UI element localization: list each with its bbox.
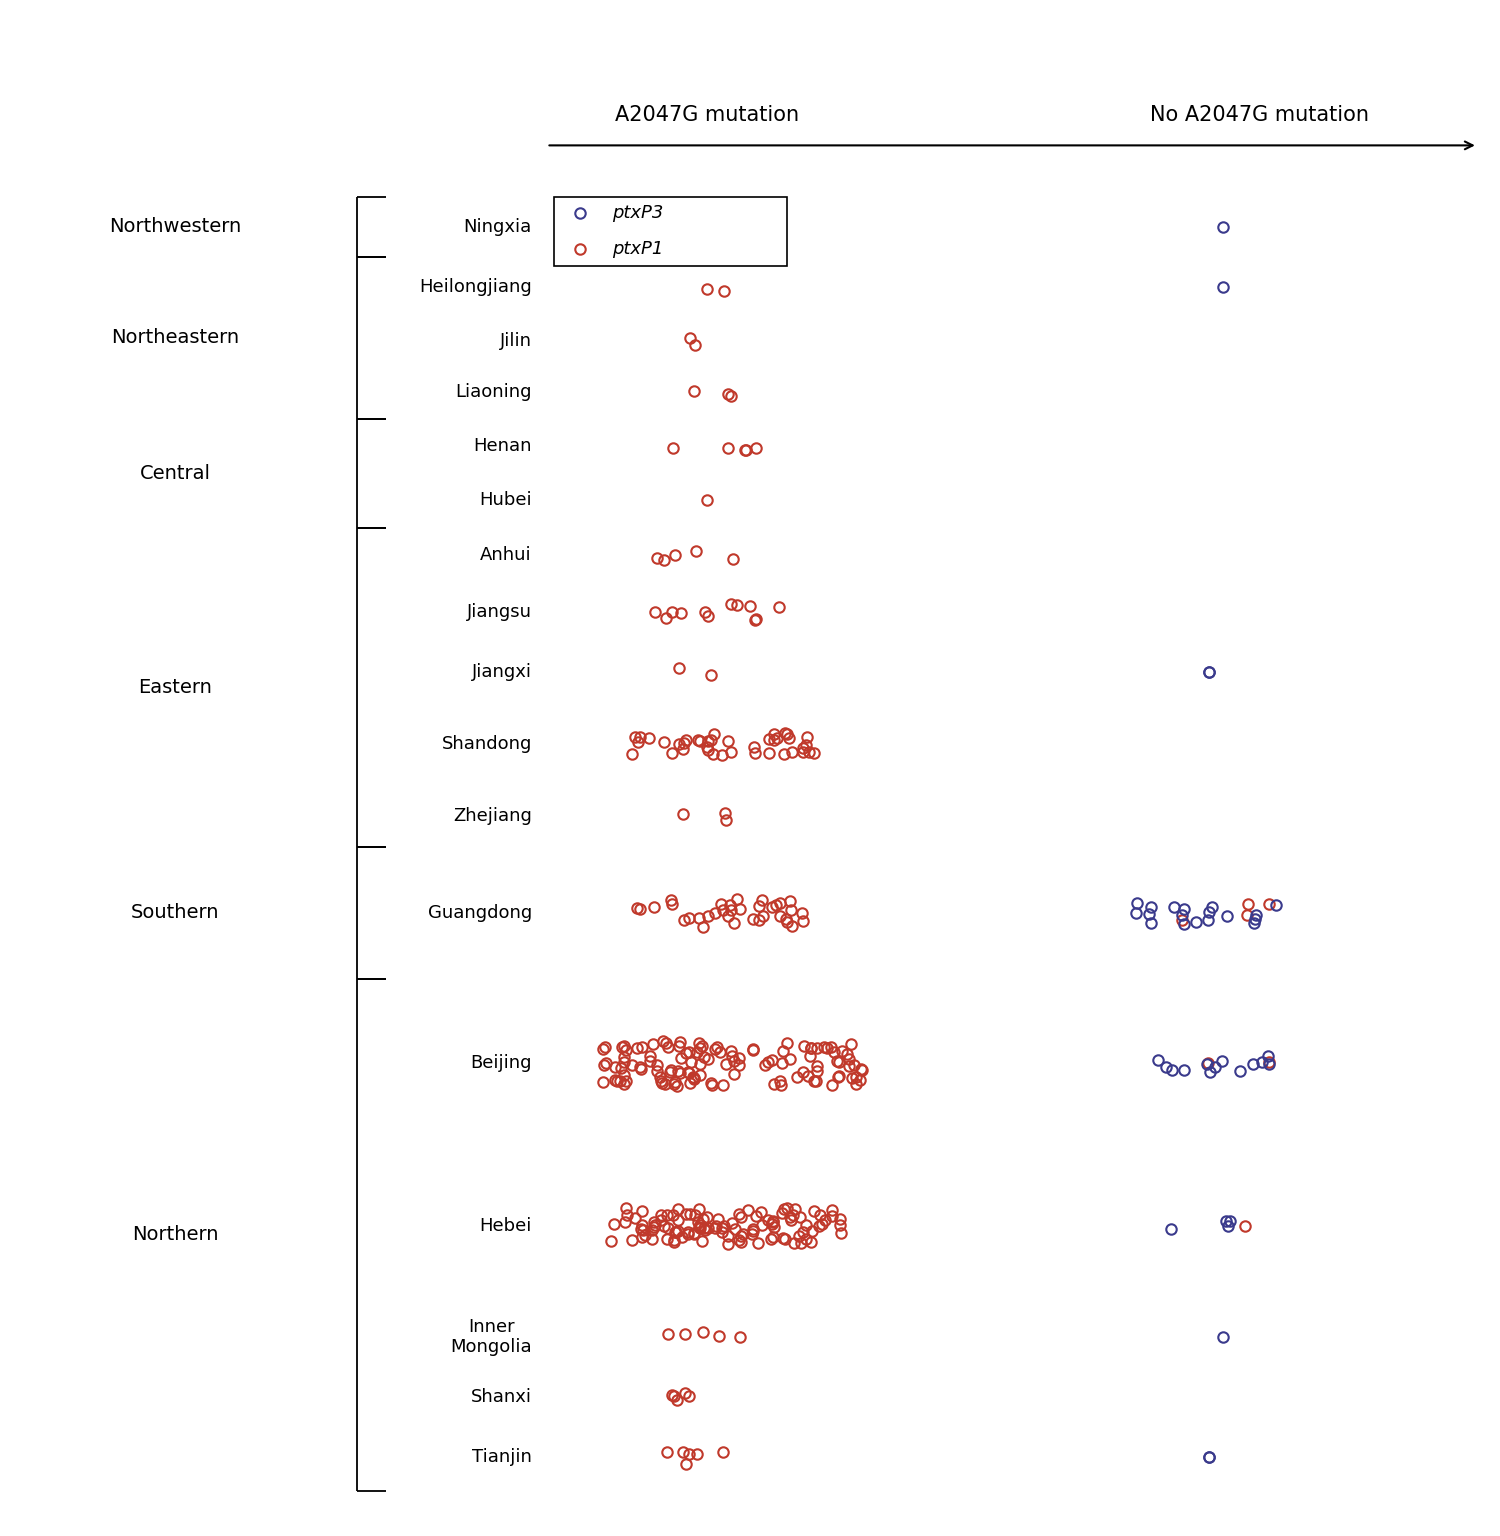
FancyBboxPatch shape xyxy=(554,197,786,266)
Text: ptxP3: ptxP3 xyxy=(612,204,663,223)
Text: Southern: Southern xyxy=(132,903,219,922)
Text: Guangdong: Guangdong xyxy=(427,903,532,922)
Text: Ningxia: Ningxia xyxy=(464,218,532,235)
Text: Jiangsu: Jiangsu xyxy=(466,602,532,621)
Text: Hebei: Hebei xyxy=(480,1217,532,1235)
Text: A2047G mutation: A2047G mutation xyxy=(615,106,798,126)
Text: Eastern: Eastern xyxy=(138,677,213,696)
Text: Hubei: Hubei xyxy=(480,492,532,510)
Text: Liaoning: Liaoning xyxy=(456,382,532,401)
Text: Jiangxi: Jiangxi xyxy=(472,664,532,680)
Text: Northern: Northern xyxy=(132,1226,219,1244)
Text: ptxP1: ptxP1 xyxy=(612,240,663,258)
Text: Beijing: Beijing xyxy=(471,1054,532,1072)
Text: Tianjin: Tianjin xyxy=(472,1448,532,1467)
Text: No A2047G mutation: No A2047G mutation xyxy=(1150,106,1370,126)
Text: Jilin: Jilin xyxy=(500,332,532,350)
Text: Northeastern: Northeastern xyxy=(111,329,240,347)
Text: Northwestern: Northwestern xyxy=(110,217,242,237)
Text: Central: Central xyxy=(140,464,212,482)
Text: Inner
Mongolia: Inner Mongolia xyxy=(450,1318,532,1356)
Text: Zhejiang: Zhejiang xyxy=(453,808,532,825)
Text: Henan: Henan xyxy=(474,438,532,455)
Text: Anhui: Anhui xyxy=(480,545,532,564)
Text: Shandong: Shandong xyxy=(441,736,532,753)
Text: Heilongjiang: Heilongjiang xyxy=(419,278,532,296)
Text: Shanxi: Shanxi xyxy=(471,1389,532,1407)
